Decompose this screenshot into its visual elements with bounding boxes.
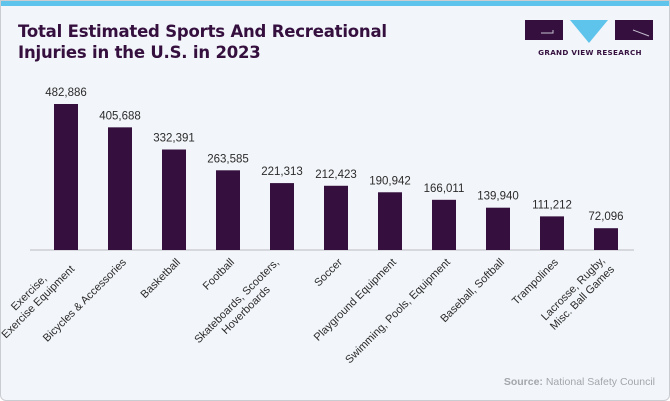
bar — [108, 127, 132, 250]
source-text: National Safety Council — [545, 376, 655, 388]
logo-wordmark: GRAND VIEW RESEARCH — [538, 48, 642, 57]
value-label: 405,688 — [99, 110, 141, 122]
value-label: 332,391 — [153, 133, 195, 145]
source-label: Source: — [503, 376, 543, 388]
bar — [540, 216, 564, 250]
bar — [324, 185, 348, 250]
chart-title: Total Estimated Sports And Recreational … — [18, 21, 438, 63]
value-label: 263,585 — [207, 153, 249, 165]
value-label: 139,940 — [477, 191, 519, 203]
value-label: 190,942 — [369, 175, 411, 187]
bar — [54, 104, 78, 250]
category-label: Swimming, Pools, Equipment — [343, 256, 453, 366]
bar — [216, 170, 240, 250]
bar — [162, 149, 186, 250]
chart-title-line-1: Total Estimated Sports And Recreational — [18, 22, 387, 41]
category-label-line: Skateboards, Scooters, — [192, 257, 281, 346]
value-label: 221,313 — [261, 166, 303, 178]
category-label: Basketball — [139, 256, 183, 300]
value-label: 72,096 — [588, 211, 623, 223]
accent-top-bar — [1, 1, 669, 6]
category-label-line: Bicycles & Accessories — [41, 256, 129, 344]
category-label: Soccer — [312, 256, 345, 289]
value-label: 166,011 — [424, 183, 465, 195]
source-note: Source: National Safety Council — [504, 376, 655, 388]
bar — [378, 192, 402, 250]
category-label: Football — [201, 256, 237, 292]
category-label-line: Football — [201, 256, 237, 292]
category-label: Skateboards, Scooters,Hoverboards — [192, 257, 281, 346]
bars-group — [54, 104, 618, 250]
value-label: 482,886 — [45, 87, 87, 99]
category-label-line: Swimming, Pools, Equipment — [343, 256, 453, 366]
value-label: 212,423 — [315, 169, 357, 181]
category-label-line: Soccer — [312, 256, 345, 289]
logo-mark-icon — [525, 20, 653, 43]
category-label-line: Basketball — [139, 256, 183, 300]
bar — [594, 228, 618, 250]
value-labels-group: 482,886 405,688 332,391 263,585 221,313 212,4… — [45, 87, 623, 223]
bar — [432, 199, 456, 250]
bar — [486, 207, 510, 250]
chart-title-line-2: Injuries in the U.S. in 2023 — [18, 43, 261, 62]
category-label: Bicycles & Accessories — [41, 256, 129, 344]
bar — [270, 183, 294, 250]
value-label: 111,212 — [532, 199, 572, 211]
grand-view-research-logo: GRAND VIEW RESEARCH — [525, 19, 653, 59]
